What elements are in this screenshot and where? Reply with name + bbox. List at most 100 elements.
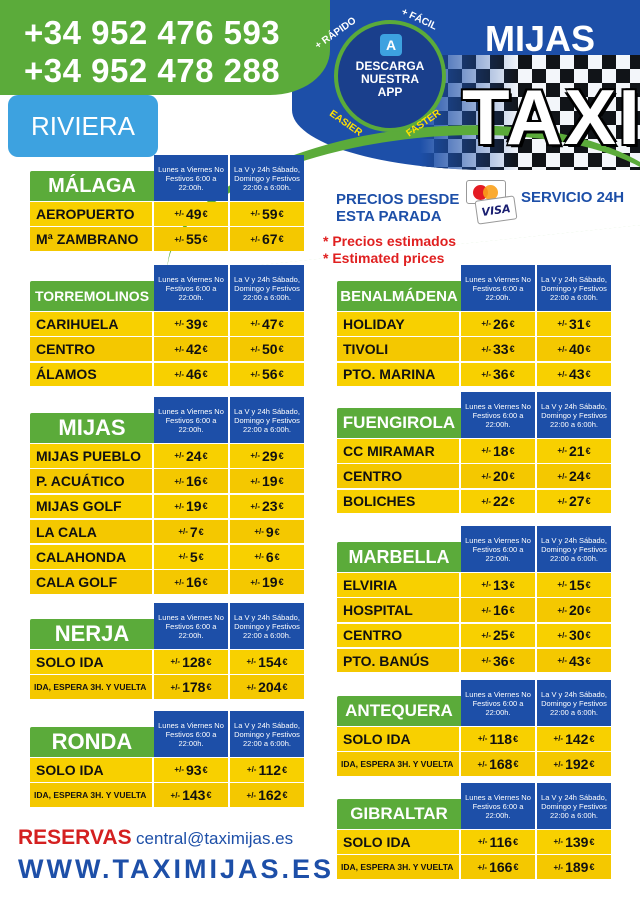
price-row: ÁLAMOS +/- 46 € +/- 56 € xyxy=(30,362,304,387)
price-night: +/- 27 € xyxy=(537,489,611,514)
price-night: +/- 142 € xyxy=(537,727,611,751)
currency: € xyxy=(278,208,284,219)
price-value: 19 xyxy=(261,473,278,490)
block-header: BENALMÁDENA Lunes a Viernes No Festivos … xyxy=(337,265,611,311)
plusminus: +/- xyxy=(246,657,257,667)
block-header: MARBELLA Lunes a Viernes No Festivos 6:0… xyxy=(337,526,611,572)
plusminus: +/- xyxy=(481,605,491,615)
block-rows: CARIHUELA +/- 39 € +/- 47 € CENTRO +/- 42 € +/… xyxy=(30,311,304,387)
price-weekday: +/- 168 € xyxy=(461,752,535,776)
plusminus: +/- xyxy=(477,862,488,872)
price-value: 56 xyxy=(261,366,278,383)
destination-name: TORREMOLINOS xyxy=(30,281,154,311)
price-value: 118 xyxy=(489,730,513,747)
block-rows: CC MIRAMAR +/- 18 € +/- 21 € CENTRO +/- 20 € +… xyxy=(337,438,611,514)
price-value: 128 xyxy=(182,653,206,670)
block-header: GIBRALTAR Lunes a Viernes No Festivos 6:… xyxy=(337,783,611,829)
plusminus: +/- xyxy=(481,656,491,666)
currency: € xyxy=(509,605,515,616)
plusminus: +/- xyxy=(557,496,567,506)
plusminus: +/- xyxy=(481,580,491,590)
price-row: ELVIRIA +/- 13 € +/- 15 € xyxy=(337,572,611,597)
plusminus: +/- xyxy=(246,682,257,692)
plusminus: +/- xyxy=(553,759,564,769)
currency: € xyxy=(585,579,591,590)
price-night: +/- 192 € xyxy=(537,752,611,776)
price-weekday: +/- 5 € xyxy=(154,545,228,569)
column-header-weekday: Lunes a Viernes No Festivos 6:00 a 22:00… xyxy=(461,783,535,829)
route-label: CC MIRAMAR xyxy=(337,439,459,463)
route-label: P. ACUÁTICO xyxy=(30,469,152,493)
website-link[interactable]: WWW.TAXIMIJAS.ES xyxy=(18,854,334,884)
currency: € xyxy=(509,471,515,482)
plusminus: +/- xyxy=(174,501,184,511)
route-label: LA CALA xyxy=(30,519,152,544)
price-value: 93 xyxy=(185,761,202,778)
price-night: +/- 43 € xyxy=(537,648,611,673)
area-badge: RIVIERA xyxy=(8,95,158,157)
currency: € xyxy=(202,501,208,512)
currency: € xyxy=(202,234,208,245)
price-value: 27 xyxy=(568,493,585,510)
price-value: 20 xyxy=(568,602,585,619)
price-value: 9 xyxy=(265,523,274,540)
phone-number-1[interactable]: +34 952 476 593 xyxy=(24,14,281,51)
price-block: MÁLAGA Lunes a Viernes No Festivos 6:00 … xyxy=(30,155,304,252)
download-app-badge[interactable]: A DESCARGA NUESTRA APP xyxy=(334,20,446,132)
reservations-email[interactable]: central@taximijas.es xyxy=(136,829,294,848)
plusminus: +/- xyxy=(250,451,260,461)
column-header-night: La V y 24h Sábado, Domingo y Festivos 22… xyxy=(230,265,304,311)
app-badge-text: DESCARGA NUESTRA APP xyxy=(338,60,442,99)
price-value: 204 xyxy=(258,679,282,696)
block-rows: SOLO IDA +/- 118 € +/- 142 € IDA, ESPERA 3H.… xyxy=(337,726,611,777)
price-value: 143 xyxy=(182,787,206,804)
price-value: 59 xyxy=(261,205,278,222)
currency: € xyxy=(589,862,595,873)
plusminus: +/- xyxy=(174,476,184,486)
currency: € xyxy=(282,790,288,801)
price-value: 67 xyxy=(261,231,278,248)
price-value: 19 xyxy=(185,498,202,515)
price-value: 16 xyxy=(492,602,509,619)
block-header: MIJAS Lunes a Viernes No Festivos 6:00 a… xyxy=(30,397,304,443)
phone-number-2[interactable]: +34 952 478 288 xyxy=(24,52,281,89)
route-label: TIVOLI xyxy=(337,337,459,361)
price-weekday: +/- 22 € xyxy=(461,489,535,514)
price-block: FUENGIROLA Lunes a Viernes No Festivos 6… xyxy=(337,392,611,514)
block-rows: SOLO IDA +/- 93 € +/- 112 € IDA, ESPERA 3H. … xyxy=(30,757,304,808)
route-label: MIJAS PUEBLO xyxy=(30,444,152,468)
plusminus: +/- xyxy=(481,344,491,354)
price-weekday: +/- 13 € xyxy=(461,573,535,597)
app-line-3: APP xyxy=(377,85,403,99)
price-weekday: +/- 42 € xyxy=(154,337,228,361)
price-row: SOLO IDA +/- 118 € +/- 142 € xyxy=(337,726,611,751)
price-value: 42 xyxy=(185,341,202,358)
currency: € xyxy=(202,318,208,329)
route-label: IDA, ESPERA 3H. Y VUELTA xyxy=(30,783,152,807)
currency: € xyxy=(509,630,515,641)
route-label: CENTRO xyxy=(337,464,459,488)
plusminus: +/- xyxy=(178,552,188,562)
brand-taxi-logo: TAXI xyxy=(462,73,640,161)
plusminus: +/- xyxy=(250,476,260,486)
price-night: +/- 56 € xyxy=(230,362,304,387)
plusminus: +/- xyxy=(250,577,260,587)
plusminus: +/- xyxy=(557,656,567,666)
price-value: 6 xyxy=(265,548,274,565)
price-block: BENALMÁDENA Lunes a Viernes No Festivos … xyxy=(337,265,611,387)
price-night: +/- 112 € xyxy=(230,758,304,782)
plusminus: +/- xyxy=(557,471,567,481)
currency: € xyxy=(206,656,212,667)
plusminus: +/- xyxy=(481,496,491,506)
price-night: +/- 40 € xyxy=(537,337,611,361)
price-weekday: +/- 16 € xyxy=(154,570,228,594)
price-value: 116 xyxy=(489,833,513,850)
price-value: 31 xyxy=(568,315,585,332)
block-rows: ELVIRIA +/- 13 € +/- 15 € HOSPITAL +/- 16 € +/… xyxy=(337,572,611,673)
currency: € xyxy=(282,764,288,775)
price-weekday: +/- 7 € xyxy=(154,519,228,544)
price-value: 18 xyxy=(492,442,509,459)
price-value: 50 xyxy=(261,341,278,358)
plusminus: +/- xyxy=(477,837,488,847)
